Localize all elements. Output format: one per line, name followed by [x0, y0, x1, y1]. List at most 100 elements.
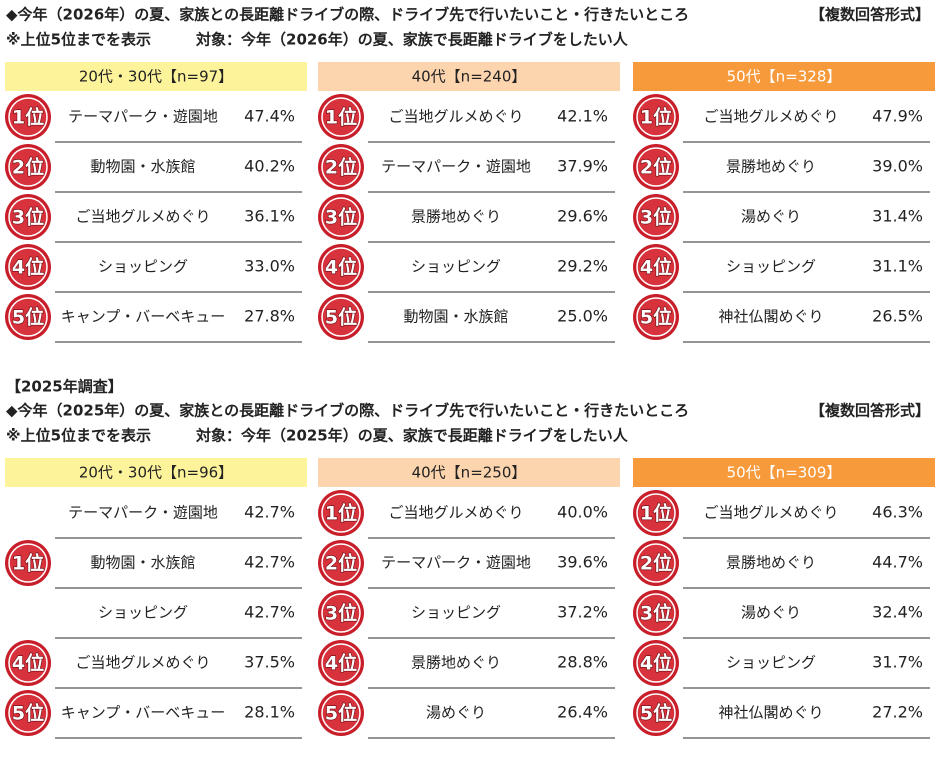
- percentage: 36.1%: [244, 207, 295, 226]
- item: ショッピング: [726, 654, 816, 672]
- rank-badge-ring: [636, 543, 676, 583]
- rank: 1位: [325, 106, 357, 129]
- group-header: 50代【n=309】: [727, 464, 842, 482]
- rank: 3位: [12, 206, 44, 229]
- rank-badge-ring: [636, 297, 676, 337]
- item: 動物園・水族館: [90, 158, 195, 176]
- rank: 3位: [325, 602, 357, 625]
- percentage: 29.2%: [557, 257, 608, 276]
- percentage: 40.0%: [557, 503, 608, 522]
- group-header-bg: [5, 458, 307, 487]
- rank: 5位: [640, 306, 672, 329]
- percentage: 42.7%: [244, 553, 295, 572]
- rank-badge-ring: [8, 97, 48, 137]
- percentage: 42.7%: [244, 603, 295, 622]
- percentage: 27.8%: [244, 307, 295, 326]
- target: 対象：今年（2026年）の夏、家族で長距離ドライブをしたい人: [195, 31, 629, 49]
- rank: 4位: [325, 652, 357, 675]
- group-header: 20代・30代【n=97】: [79, 68, 233, 86]
- rank: 1位: [325, 502, 357, 525]
- note: ※上位5位までを表示: [6, 427, 151, 445]
- item: 湯めぐり: [426, 704, 486, 722]
- rank-badge-ring: [636, 593, 676, 633]
- rank: 4位: [12, 652, 44, 675]
- item: ショッピング: [726, 258, 816, 276]
- item: キャンプ・バーベキュー: [61, 704, 226, 722]
- rank: 3位: [640, 602, 672, 625]
- percentage: 42.7%: [244, 503, 295, 522]
- rank-badge-ring: [321, 97, 361, 137]
- note: ※上位5位までを表示: [6, 31, 151, 49]
- group-header: 20代・30代【n=96】: [79, 464, 233, 482]
- rank-badge-ring: [321, 147, 361, 187]
- percentage: 33.0%: [244, 257, 295, 276]
- item: テーマパーク・遊園地: [68, 108, 218, 126]
- rank-badge-ring: [321, 693, 361, 733]
- group-header: 40代【n=250】: [412, 464, 527, 482]
- item: 動物園・水族館: [90, 554, 195, 572]
- rank: 4位: [640, 256, 672, 279]
- rank-badge-ring: [8, 693, 48, 733]
- group-header-bg: [633, 458, 935, 487]
- rank-badge-ring: [636, 147, 676, 187]
- percentage: 31.1%: [872, 257, 923, 276]
- percentage: 28.8%: [557, 653, 608, 672]
- rank: 1位: [12, 106, 44, 129]
- percentage: 31.7%: [872, 653, 923, 672]
- rank: 2位: [640, 552, 672, 575]
- item: 動物園・水族館: [403, 308, 508, 326]
- item: 神社仏閣めぐり: [718, 704, 823, 722]
- rank-badge-ring: [321, 543, 361, 583]
- item: ご当地グルメめぐり: [388, 504, 523, 522]
- rank-badge-ring: [321, 493, 361, 533]
- rank-badge-ring: [8, 543, 48, 583]
- rank: 5位: [325, 702, 357, 725]
- rank: 2位: [12, 156, 44, 179]
- percentage: 46.3%: [872, 503, 923, 522]
- rank: 4位: [325, 256, 357, 279]
- percentage: 26.5%: [872, 307, 923, 326]
- rank: 2位: [325, 552, 357, 575]
- rank-badge-ring: [8, 147, 48, 187]
- item: ご当地グルメめぐり: [703, 504, 838, 522]
- item: キャンプ・バーベキュー: [61, 308, 226, 326]
- section-title: ◆今年（2025年）の夏、家族との長距離ドライブの際、ドライブ先で行いたいこと・…: [6, 402, 689, 420]
- rank-badge-ring: [636, 97, 676, 137]
- item: テーマパーク・遊園地: [381, 554, 531, 572]
- rank: 1位: [640, 502, 672, 525]
- answer-format: 【複数回答形式】: [810, 402, 930, 420]
- item: ショッピング: [411, 604, 501, 622]
- percentage: 27.2%: [872, 703, 923, 722]
- rank: 5位: [640, 702, 672, 725]
- percentage: 25.0%: [557, 307, 608, 326]
- item: テーマパーク・遊園地: [68, 504, 218, 522]
- item: 景勝地めぐり: [726, 158, 816, 176]
- item: 景勝地めぐり: [726, 554, 816, 572]
- group-header-bg: [633, 62, 935, 91]
- percentage: 31.4%: [872, 207, 923, 226]
- rank-badge-ring: [321, 593, 361, 633]
- percentage: 47.4%: [244, 107, 295, 126]
- section-heading: 【2025年調査】: [6, 378, 123, 396]
- percentage: 39.6%: [557, 553, 608, 572]
- group-header: 40代【n=240】: [412, 68, 527, 86]
- rank: 4位: [12, 256, 44, 279]
- rank: 1位: [640, 106, 672, 129]
- item: ご当地グルメめぐり: [388, 108, 523, 126]
- rank-badge-ring: [636, 247, 676, 287]
- rank-badge-ring: [8, 643, 48, 683]
- rank-badge-ring: [636, 643, 676, 683]
- item: 湯めぐり: [741, 208, 801, 226]
- percentage: 37.2%: [557, 603, 608, 622]
- rank: 5位: [12, 702, 44, 725]
- rank: 3位: [640, 206, 672, 229]
- rank-badge-ring: [8, 197, 48, 237]
- percentage: 40.2%: [244, 157, 295, 176]
- percentage: 28.1%: [244, 703, 295, 722]
- rank: 3位: [325, 206, 357, 229]
- group-header-bg: [318, 62, 620, 91]
- item: 湯めぐり: [741, 604, 801, 622]
- target: 対象：今年（2025年）の夏、家族で長距離ドライブをしたい人: [195, 427, 629, 445]
- item: ご当地グルメめぐり: [703, 108, 838, 126]
